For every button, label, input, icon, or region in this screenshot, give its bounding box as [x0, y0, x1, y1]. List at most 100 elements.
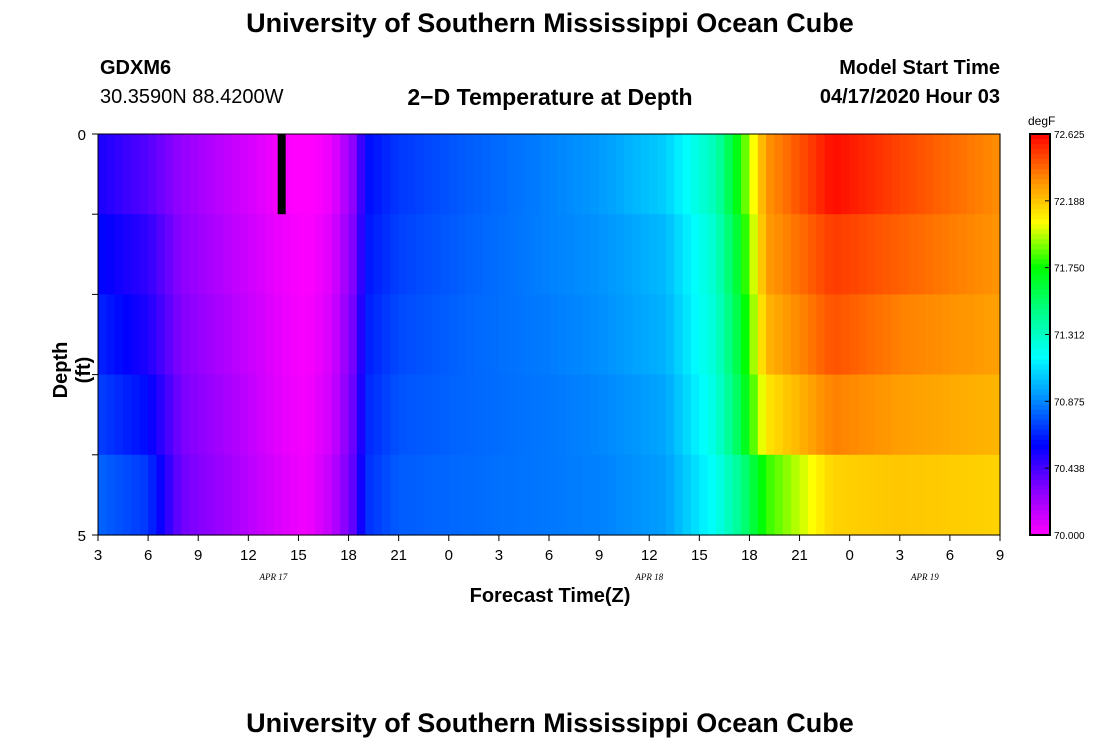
heatmap-cell	[716, 374, 725, 456]
heatmap-cell	[348, 454, 358, 536]
heatmap-cell	[933, 454, 943, 536]
heatmap-cell	[356, 454, 366, 536]
heatmap-cell	[515, 214, 525, 295]
colorbar-segment	[1030, 194, 1050, 200]
heatmap-cell	[440, 374, 450, 456]
heatmap-cell	[699, 454, 709, 536]
heatmap-cell	[231, 214, 241, 295]
heatmap-cell	[340, 454, 350, 536]
heatmap-cell	[858, 134, 867, 215]
heatmap-cell	[632, 374, 642, 456]
heatmap-cell	[891, 214, 901, 295]
heatmap-cell	[189, 454, 199, 536]
heatmap-cell	[532, 454, 542, 536]
heatmap-cell	[799, 134, 809, 215]
heatmap-cell	[206, 454, 216, 536]
colorbar-segment	[1030, 274, 1050, 280]
heatmap-cell	[707, 134, 717, 215]
heatmap-cell	[273, 374, 283, 456]
heatmap-cell	[398, 294, 408, 376]
heatmap-cell	[415, 134, 425, 215]
heatmap-cell	[599, 454, 609, 536]
heatmap-cell	[874, 454, 884, 536]
colorbar-tick-label: 70.875	[1054, 397, 1085, 408]
heatmap-cell	[974, 134, 984, 215]
chart-subtitle: 2−D Temperature at Depth	[407, 84, 693, 110]
heatmap-cell	[239, 294, 249, 376]
heatmap-cell	[540, 374, 550, 456]
colorbar-segment	[1030, 234, 1050, 240]
heatmap-cell	[749, 294, 759, 376]
heatmap-cell	[532, 374, 542, 456]
heatmap-cell	[189, 294, 199, 376]
heatmap-cell	[949, 134, 959, 215]
heatmap-cell	[373, 134, 383, 215]
heatmap-cell	[98, 294, 107, 376]
heatmap-cell	[782, 294, 792, 376]
heatmap-cell	[791, 294, 801, 376]
heatmap-cell	[657, 454, 667, 536]
heatmap-cell	[181, 374, 191, 456]
heatmap-cell	[732, 454, 742, 536]
heatmap-cell	[916, 214, 926, 295]
heatmap-cell	[290, 294, 300, 376]
heatmap-cell	[674, 374, 684, 456]
colorbar-segment	[1030, 144, 1050, 150]
heatmap-cell	[983, 134, 993, 215]
heatmap-cell	[365, 454, 375, 536]
heatmap-cell	[490, 294, 500, 376]
heatmap-cell	[156, 374, 166, 456]
heatmap-cell	[498, 214, 508, 295]
heatmap-cell	[114, 134, 124, 215]
heatmap-cell	[916, 294, 926, 376]
heatmap-cell	[173, 134, 183, 215]
x-tick-label: 6	[144, 547, 152, 564]
heatmap-cell	[908, 294, 918, 376]
heatmap-cell	[716, 134, 725, 215]
heatmap-cell	[498, 374, 508, 456]
heatmap-cell	[173, 454, 183, 536]
heatmap-cell	[632, 294, 642, 376]
heatmap-cell	[373, 454, 383, 536]
heatmap-cell	[590, 294, 600, 376]
heatmap-cell	[482, 294, 492, 376]
heatmap-cell	[423, 294, 433, 376]
heatmap-cell	[448, 294, 458, 376]
heatmap-cell	[883, 374, 893, 456]
heatmap-cell	[407, 374, 416, 456]
heatmap-cell	[866, 294, 876, 376]
heatmap-cell	[674, 294, 684, 376]
heatmap-cell	[966, 134, 976, 215]
heatmap-cell	[540, 294, 550, 376]
heatmap-cell	[265, 454, 274, 536]
heatmap-cell	[766, 134, 776, 215]
heatmap-cell	[423, 454, 433, 536]
heatmap-cell	[874, 134, 884, 215]
heatmap-cell	[348, 214, 358, 295]
heatmap-cell	[407, 214, 416, 295]
colorbar-segment	[1030, 439, 1050, 446]
heatmap-cell	[173, 374, 183, 456]
colorbar-segment	[1030, 189, 1050, 195]
heatmap-cell	[340, 374, 350, 456]
station-id: GDXM6	[100, 57, 172, 79]
heatmap-cell	[98, 374, 107, 456]
heatmap-cell	[699, 294, 709, 376]
heatmap-cell	[807, 134, 817, 215]
heatmap-cell	[323, 294, 333, 376]
date-label: APR 18	[634, 572, 663, 582]
colorbar-unit-label: degF	[1028, 114, 1056, 128]
heatmap-cell	[816, 134, 826, 215]
heatmap-cell	[607, 294, 617, 376]
heatmap-cell	[265, 374, 274, 456]
colorbar-segment	[1030, 519, 1050, 526]
heatmap-cell	[916, 134, 926, 215]
heatmap-cell	[106, 134, 116, 215]
heatmap-cell	[298, 134, 308, 215]
heatmap-cell	[966, 214, 976, 295]
colorbar-segment	[1030, 414, 1050, 421]
heatmap-cell	[958, 214, 968, 295]
heatmap-cell	[448, 454, 458, 536]
heatmap-cell	[432, 454, 442, 536]
heatmap-cell	[724, 454, 734, 536]
